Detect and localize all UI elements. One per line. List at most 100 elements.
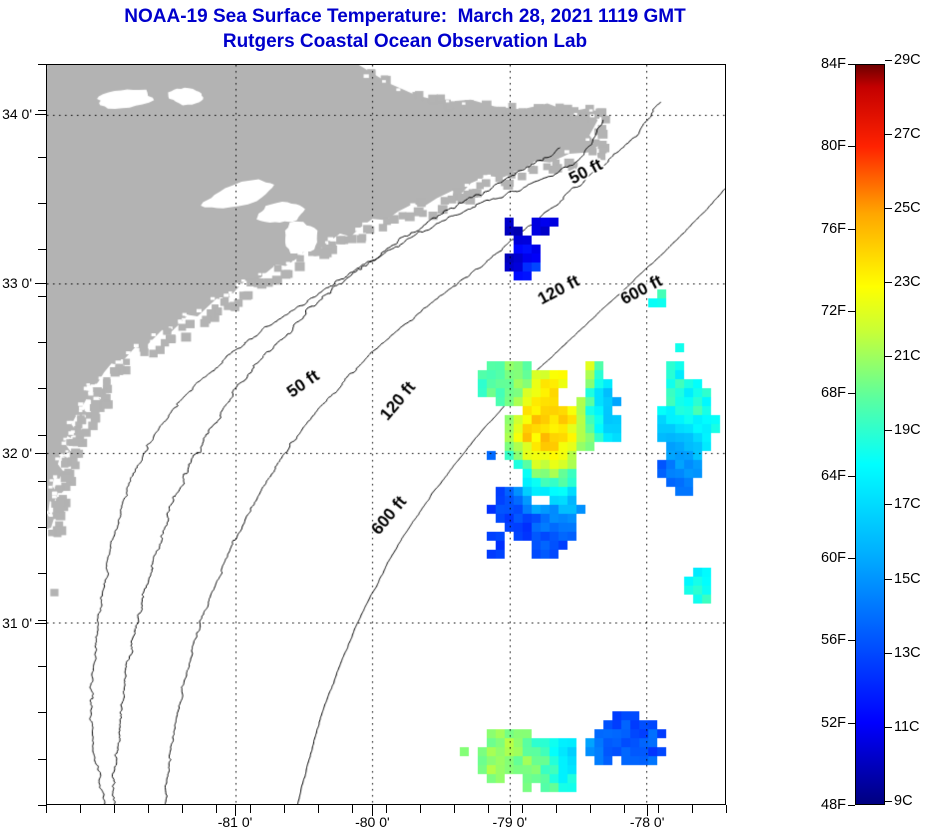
y-axis-tick xyxy=(38,388,46,390)
x-axis-tick xyxy=(420,805,421,813)
page-subtitle: Rutgers Coastal Ocean Observation Lab xyxy=(222,31,588,52)
colorbar-label-fahrenheit: 76F xyxy=(821,220,846,237)
y-axis-tick xyxy=(38,341,46,343)
colorbar-tick-fahrenheit xyxy=(848,722,855,724)
y-axis-major-tick xyxy=(35,283,46,285)
sst-map-canvas[interactable] xyxy=(47,65,725,804)
colorbar-label-celsius: 9C xyxy=(894,792,913,809)
colorbar-tick-celsius xyxy=(885,578,892,580)
y-axis-tick xyxy=(38,295,46,297)
x-axis-tick xyxy=(658,805,659,813)
x-axis-label: -81 0' xyxy=(217,814,253,830)
y-axis-label: 31 0' xyxy=(2,614,32,631)
y-axis-tick xyxy=(38,805,46,806)
colorbar-tick-fahrenheit xyxy=(848,475,855,477)
y-axis-tick xyxy=(38,480,46,482)
x-axis-label: -80 0' xyxy=(355,814,390,830)
colorbar-label-fahrenheit: 64F xyxy=(821,467,846,484)
x-axis-tick xyxy=(80,805,81,813)
x-axis-tick xyxy=(148,805,149,813)
colorbar-label-celsius: 15C xyxy=(894,570,921,587)
colorbar[interactable]: 84F 80F 76F 72F 68F 64F 60F 56F 52F 48F 29C 27C 25C 2… xyxy=(821,52,921,813)
colorbar-label-celsius: 23C xyxy=(894,274,921,291)
x-axis-tick xyxy=(182,805,183,813)
colorbar-tick-fahrenheit xyxy=(848,64,855,65)
colorbar-tick-celsius xyxy=(885,652,892,654)
y-axis-major-tick xyxy=(35,113,46,115)
x-axis-tick xyxy=(318,805,319,813)
colorbar-label-fahrenheit: 60F xyxy=(821,550,846,566)
colorbar-label-celsius: 11C xyxy=(894,718,920,735)
x-axis-tick xyxy=(284,805,285,813)
x-axis-label: -79 0' xyxy=(492,814,528,830)
x-axis-major-tick xyxy=(235,805,237,816)
x-axis-tick xyxy=(726,805,727,813)
colorbar-tick-celsius xyxy=(885,430,892,432)
y-axis-tick xyxy=(38,249,46,251)
x-axis-tick xyxy=(590,805,591,813)
y-axis-tick xyxy=(38,434,46,436)
colorbar-tick-celsius xyxy=(885,504,892,506)
y-axis-tick xyxy=(38,573,46,575)
y-axis-tick xyxy=(38,666,46,668)
y-axis-tick xyxy=(38,619,46,621)
colorbar-tick-fahrenheit xyxy=(848,558,855,559)
y-axis-tick xyxy=(38,156,46,158)
colorbar-label-fahrenheit: 68F xyxy=(821,385,846,402)
y-axis-label: 34 0' xyxy=(2,105,32,122)
colorbar-tick-celsius xyxy=(885,356,892,358)
colorbar-label-celsius: 21C xyxy=(894,348,921,365)
x-axis-major-tick xyxy=(372,805,374,816)
colorbar-tick-fahrenheit xyxy=(848,640,855,642)
x-axis-tick xyxy=(556,805,557,813)
x-axis-tick xyxy=(250,805,251,813)
colorbar-label-celsius: 27C xyxy=(894,125,921,142)
y-axis-tick xyxy=(38,202,46,204)
x-axis-tick xyxy=(624,805,625,813)
x-axis-tick xyxy=(46,805,47,813)
x-axis-tick xyxy=(692,805,693,813)
colorbar-tick-fahrenheit xyxy=(848,393,855,395)
colorbar-tick-fahrenheit xyxy=(848,311,855,312)
x-axis-tick xyxy=(454,805,455,813)
colorbar-label-celsius: 25C xyxy=(894,200,921,217)
x-axis-tick xyxy=(352,805,353,813)
x-axis-tick xyxy=(216,805,217,813)
y-axis-tick xyxy=(38,758,46,760)
colorbar-label-fahrenheit: 84F xyxy=(821,56,846,72)
y-axis-tick xyxy=(38,712,46,714)
y-axis-major-tick xyxy=(35,622,46,624)
x-axis-major-tick xyxy=(509,805,511,816)
colorbar-label-fahrenheit: 72F xyxy=(821,303,846,319)
colorbar-tick-fahrenheit xyxy=(848,228,855,230)
y-axis-tick xyxy=(38,527,46,529)
colorbar-label-fahrenheit: 48F xyxy=(821,797,846,813)
x-axis-tick xyxy=(114,805,115,813)
colorbar-tick-celsius xyxy=(885,133,892,135)
x-axis-label: -78 0' xyxy=(629,814,665,830)
colorbar-label-fahrenheit: 80F xyxy=(821,138,846,155)
x-axis-tick xyxy=(488,805,489,813)
colorbar-label-celsius: 17C xyxy=(894,496,921,513)
colorbar-tick-celsius xyxy=(885,208,892,210)
sst-map-panel[interactable] xyxy=(46,64,726,805)
x-axis-tick xyxy=(522,805,523,813)
colorbar-tick-celsius xyxy=(885,59,892,61)
y-axis-tick xyxy=(38,110,46,112)
colorbar-tick-celsius xyxy=(885,726,892,728)
chart-title-block: NOAA-19 Sea Surface Temperature: March 2… xyxy=(0,4,810,54)
colorbar-gradient xyxy=(855,64,885,805)
x-axis-major-tick xyxy=(647,805,649,816)
y-axis-tick xyxy=(38,64,46,65)
colorbar-tick-celsius xyxy=(885,282,892,284)
y-axis-label: 32 0' xyxy=(2,445,32,462)
y-axis-major-tick xyxy=(35,453,46,455)
y-axis-label: 33 0' xyxy=(2,275,32,292)
page-title: NOAA-19 Sea Surface Temperature: March 2… xyxy=(124,6,686,27)
x-axis-tick xyxy=(386,805,387,813)
colorbar-tick-fahrenheit xyxy=(848,805,855,806)
colorbar-label-celsius: 19C xyxy=(894,422,921,439)
colorbar-label-celsius: 13C xyxy=(894,644,921,661)
colorbar-label-fahrenheit: 56F xyxy=(821,632,846,649)
colorbar-tick-celsius xyxy=(885,800,892,802)
